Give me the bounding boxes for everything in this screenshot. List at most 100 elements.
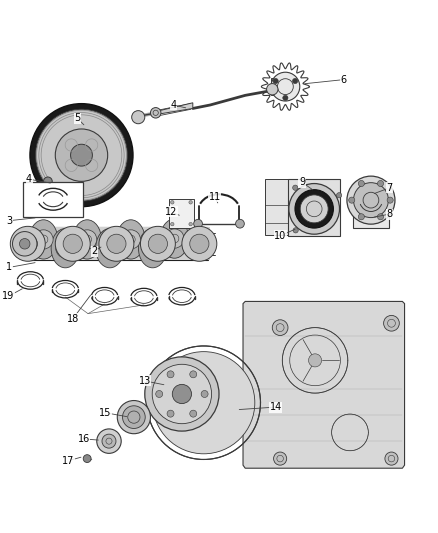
Ellipse shape [160, 219, 189, 258]
Ellipse shape [95, 229, 124, 268]
Circle shape [201, 391, 208, 398]
Circle shape [155, 391, 162, 398]
Circle shape [190, 234, 209, 253]
Circle shape [18, 234, 37, 253]
Circle shape [267, 84, 278, 95]
Circle shape [151, 108, 161, 118]
Circle shape [143, 239, 162, 258]
FancyBboxPatch shape [353, 193, 389, 228]
Circle shape [293, 228, 298, 233]
Circle shape [167, 410, 174, 417]
Ellipse shape [73, 220, 101, 259]
Circle shape [170, 200, 174, 204]
Text: 2: 2 [92, 246, 98, 256]
Circle shape [347, 176, 395, 224]
Circle shape [358, 214, 364, 220]
Circle shape [78, 230, 97, 249]
Polygon shape [29, 227, 210, 261]
Ellipse shape [51, 229, 80, 268]
Circle shape [182, 227, 217, 261]
Polygon shape [155, 103, 193, 115]
Circle shape [63, 234, 82, 253]
Text: 18: 18 [67, 314, 79, 324]
FancyBboxPatch shape [23, 182, 83, 217]
Circle shape [295, 190, 333, 228]
Circle shape [293, 185, 298, 190]
Circle shape [152, 364, 212, 424]
Text: 6: 6 [340, 75, 346, 85]
Circle shape [384, 316, 399, 331]
Circle shape [56, 239, 75, 258]
Circle shape [289, 183, 339, 234]
Polygon shape [271, 78, 294, 95]
Ellipse shape [117, 220, 145, 259]
Circle shape [349, 197, 355, 203]
Circle shape [189, 222, 192, 226]
Circle shape [236, 220, 244, 228]
Circle shape [378, 181, 384, 187]
Circle shape [300, 195, 328, 223]
Text: 15: 15 [99, 408, 112, 418]
Circle shape [100, 239, 120, 258]
Text: 1: 1 [7, 262, 13, 272]
Circle shape [190, 410, 197, 417]
Circle shape [13, 231, 37, 256]
Circle shape [283, 95, 288, 101]
Circle shape [153, 352, 255, 454]
Text: 8: 8 [386, 209, 392, 219]
Circle shape [34, 230, 53, 249]
Polygon shape [288, 179, 340, 236]
Circle shape [43, 177, 52, 185]
Circle shape [271, 72, 300, 101]
Polygon shape [265, 179, 289, 235]
Text: 12: 12 [165, 207, 177, 217]
Text: 4: 4 [170, 100, 176, 110]
Circle shape [190, 371, 197, 378]
Circle shape [102, 434, 116, 448]
Text: 19: 19 [3, 291, 15, 301]
Text: 3: 3 [7, 216, 13, 225]
Text: 11: 11 [208, 192, 221, 201]
Circle shape [99, 227, 134, 261]
Circle shape [117, 400, 151, 434]
Circle shape [97, 429, 121, 454]
Circle shape [19, 239, 30, 249]
Polygon shape [243, 302, 405, 468]
Circle shape [71, 144, 92, 166]
Circle shape [11, 227, 45, 261]
Text: 13: 13 [139, 376, 151, 386]
Text: 4: 4 [26, 174, 32, 184]
Circle shape [194, 220, 202, 228]
Circle shape [353, 183, 389, 217]
Circle shape [274, 452, 287, 465]
Circle shape [191, 390, 217, 416]
Circle shape [83, 455, 91, 463]
Circle shape [123, 406, 145, 429]
Text: 14: 14 [270, 402, 282, 412]
Circle shape [167, 371, 174, 378]
Circle shape [30, 103, 133, 207]
Circle shape [273, 78, 278, 84]
Circle shape [55, 227, 90, 261]
Circle shape [121, 230, 141, 249]
Circle shape [336, 192, 342, 198]
Circle shape [55, 129, 108, 181]
Text: 10: 10 [274, 231, 286, 241]
Circle shape [107, 234, 126, 253]
Circle shape [165, 229, 184, 248]
Circle shape [141, 227, 175, 261]
Circle shape [293, 78, 298, 84]
Circle shape [358, 181, 364, 187]
Text: 16: 16 [78, 434, 90, 444]
FancyBboxPatch shape [169, 199, 194, 228]
Circle shape [189, 200, 192, 204]
Circle shape [272, 320, 288, 335]
Text: 7: 7 [386, 183, 392, 193]
Text: 17: 17 [62, 456, 74, 466]
Circle shape [172, 384, 191, 403]
Circle shape [132, 111, 145, 124]
Ellipse shape [29, 220, 58, 259]
Ellipse shape [138, 229, 167, 268]
Circle shape [387, 197, 393, 203]
Circle shape [170, 222, 174, 226]
